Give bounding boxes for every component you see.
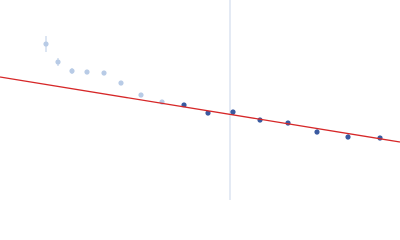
- data-point: [138, 92, 144, 98]
- chart: [0, 0, 400, 200]
- fit-line: [0, 76, 400, 143]
- data-point: [205, 110, 211, 116]
- page: {"chart_data": {"type": "scatter", "xlim…: [0, 0, 400, 200]
- data-point: [69, 68, 75, 74]
- data-point: [55, 59, 61, 65]
- data-point: [314, 129, 320, 135]
- data-point: [118, 80, 124, 86]
- data-point: [84, 69, 90, 75]
- data-point: [43, 41, 49, 47]
- data-point: [345, 134, 351, 140]
- data-point: [230, 109, 236, 115]
- data-point: [101, 70, 107, 76]
